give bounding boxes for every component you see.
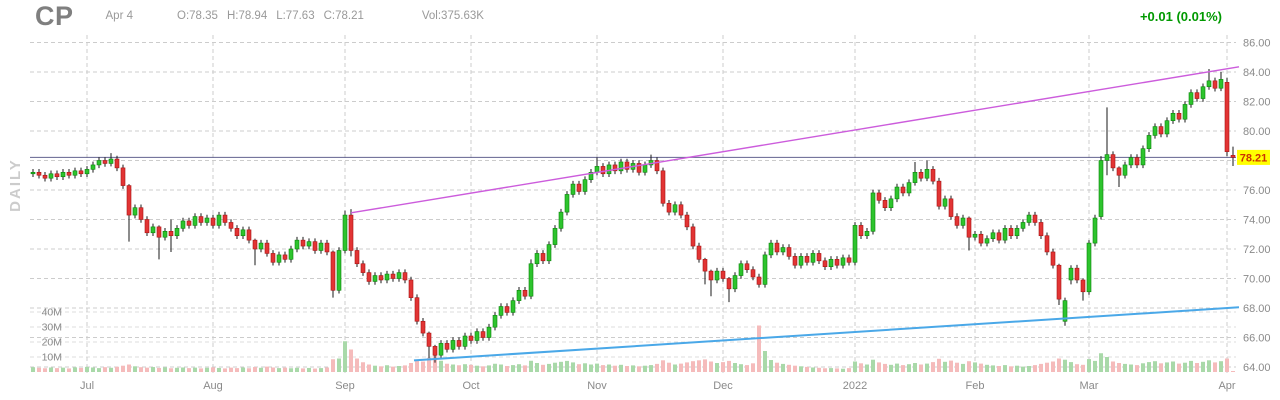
svg-text:86.00: 86.00 xyxy=(1243,38,1271,50)
svg-text:64.00: 64.00 xyxy=(1243,362,1271,374)
svg-text:20M: 20M xyxy=(42,337,62,349)
ticker-symbol: CP xyxy=(35,1,74,31)
quote-close: C:78.21 xyxy=(323,10,364,22)
svg-text:74.00: 74.00 xyxy=(1243,215,1271,227)
svg-text:Feb: Feb xyxy=(966,380,985,392)
quote-volume: Vol:375.63K xyxy=(421,10,484,22)
svg-text:66.00: 66.00 xyxy=(1243,333,1271,345)
svg-text:78.21: 78.21 xyxy=(1240,152,1268,164)
quote-open: O:78.35 xyxy=(177,10,218,22)
svg-text:72.00: 72.00 xyxy=(1243,244,1271,256)
svg-text:Oct: Oct xyxy=(462,380,479,392)
quote-date: Apr 4 xyxy=(105,10,134,22)
svg-text:Nov: Nov xyxy=(587,380,607,392)
svg-text:Mar: Mar xyxy=(1080,380,1099,392)
svg-text:40M: 40M xyxy=(42,307,62,319)
volume-bars xyxy=(31,325,1235,372)
candlesticks xyxy=(30,69,1236,363)
svg-text:80.00: 80.00 xyxy=(1243,126,1271,138)
svg-text:Jul: Jul xyxy=(80,380,94,392)
svg-text:68.00: 68.00 xyxy=(1243,303,1271,315)
svg-text:Sep: Sep xyxy=(335,380,355,392)
svg-text:Dec: Dec xyxy=(713,380,733,392)
quote-high: H:78.94 xyxy=(226,10,268,22)
price-grid-and-axis: 64.0066.0068.0070.0072.0074.0076.0078.00… xyxy=(30,38,1271,374)
month-grid-and-axis: Jul Aug Sep Oct Nov Dec 2022 Feb Mar Apr xyxy=(80,35,1236,392)
svg-text:DAILY: DAILY xyxy=(7,158,24,212)
svg-text:10M: 10M xyxy=(42,352,62,364)
support-trendline xyxy=(413,306,1240,362)
svg-text:Aug: Aug xyxy=(203,380,223,392)
trendlines xyxy=(350,66,1240,362)
svg-text:Apr: Apr xyxy=(1218,380,1235,392)
svg-text:30M: 30M xyxy=(42,322,62,334)
quote-low: L:77.63 xyxy=(276,10,315,22)
svg-text:84.00: 84.00 xyxy=(1243,67,1271,79)
timeframe-watermark: DAILY xyxy=(7,158,24,212)
svg-text:76.00: 76.00 xyxy=(1243,185,1271,197)
svg-text:82.00: 82.00 xyxy=(1243,97,1271,109)
last-price-tag: 78.21 xyxy=(1237,149,1270,165)
price-change-badge: +0.01 (0.01%) xyxy=(1139,8,1222,24)
svg-text:70.00: 70.00 xyxy=(1243,274,1271,286)
chart-header: CP Apr 4 O:78.35 H:78.94 L:77.63 C:78.21… xyxy=(0,0,1280,32)
volume-grid-and-axis: 40M 30M 20M 10M xyxy=(30,307,1236,364)
svg-text:2022: 2022 xyxy=(843,380,867,392)
resistance-trendline xyxy=(350,66,1240,214)
